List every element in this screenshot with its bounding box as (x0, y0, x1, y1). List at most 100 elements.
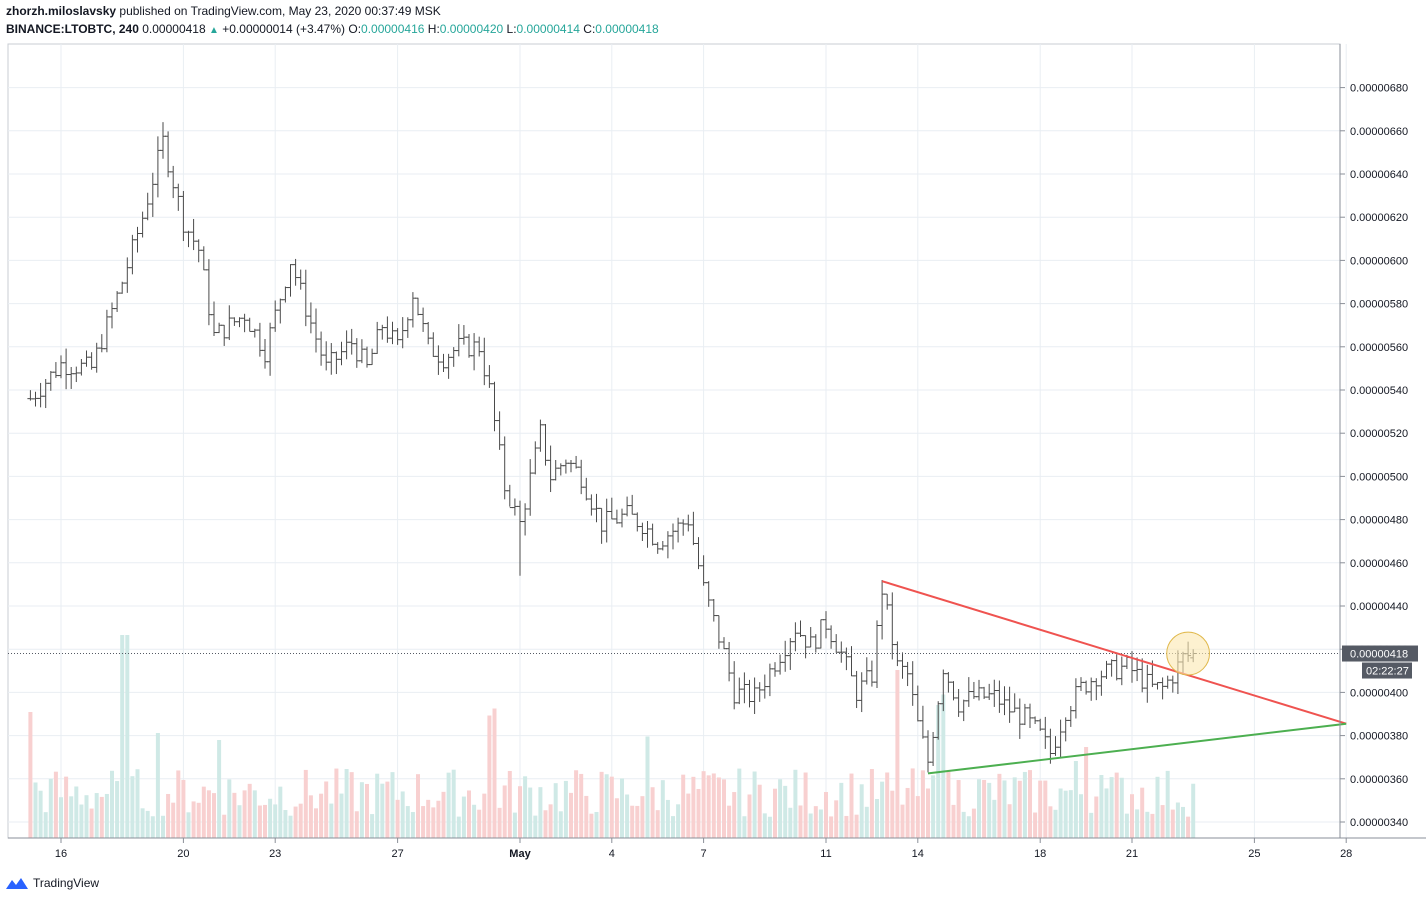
y-tick-label[interactable]: 0.00000360 (1350, 774, 1408, 786)
volume-bar (844, 815, 849, 838)
volume-bar (196, 802, 201, 838)
volume-bar (961, 811, 966, 838)
volume-bar (548, 804, 553, 838)
current-price-badge[interactable] (1342, 645, 1418, 662)
volume-bar (533, 815, 538, 838)
x-tick-label[interactable]: 7 (701, 848, 707, 860)
resistance-trendline[interactable] (881, 580, 1347, 725)
x-tick-label[interactable]: 21 (1126, 848, 1138, 860)
x-tick-label[interactable]: 4 (609, 848, 615, 860)
y-tick-label[interactable]: 0.00000680 (1350, 83, 1408, 95)
symbol-legend: BINANCE:LTOBTC, 240 0.00000418 ▲ +0.0000… (6, 22, 659, 36)
x-tick-label[interactable]: 16 (55, 848, 67, 860)
volume-bar (1109, 777, 1114, 838)
volume-bar (477, 809, 482, 838)
low-value: 0.00000414 (516, 22, 580, 36)
volume-bar (482, 793, 487, 838)
volume-bar (665, 799, 670, 838)
y-tick-label[interactable]: 0.00000560 (1350, 342, 1408, 354)
volume-bar (431, 807, 436, 838)
volume-bar (140, 808, 145, 838)
volume-bar (926, 788, 930, 838)
volume-bar (824, 792, 828, 838)
y-tick-label[interactable]: 0.00000460 (1350, 558, 1408, 570)
volume-bar (869, 769, 874, 838)
y-tick-label[interactable]: 0.00000500 (1350, 471, 1408, 483)
volume-bar (905, 787, 910, 838)
axes[interactable]: 0.00000340 0.00000360 0.00000380 0.00000400… (8, 44, 1426, 860)
volume-bar (59, 797, 63, 838)
ohlc-bars[interactable] (27, 122, 1197, 773)
y-tick-label[interactable]: 0.00000640 (1350, 169, 1408, 181)
volume-bar (1150, 813, 1155, 838)
y-tick-label[interactable]: 0.00000660 (1350, 126, 1408, 138)
volume-bar (222, 814, 227, 838)
y-tick-label[interactable]: 0.00000620 (1350, 212, 1408, 224)
volume-bar (339, 793, 344, 838)
x-tick-label[interactable]: 18 (1034, 848, 1046, 860)
last-price: 0.00000418 (142, 22, 206, 36)
volume-bar (711, 773, 716, 838)
volume-bar (890, 790, 895, 838)
support-trendline[interactable] (927, 722, 1347, 775)
volume-bar (176, 770, 181, 838)
volume-bar (625, 794, 630, 838)
x-tick-label[interactable]: 25 (1248, 848, 1260, 860)
y-tick-label[interactable]: 0.00000540 (1350, 385, 1408, 397)
volume-bar (569, 792, 573, 838)
volume-bar (594, 811, 599, 838)
volume-bar (33, 782, 38, 838)
volume-bar (497, 807, 502, 838)
x-tick-label[interactable]: 23 (269, 848, 281, 860)
volume-bar (528, 787, 533, 838)
y-tick-label[interactable]: 0.00000600 (1350, 255, 1408, 267)
volume-bar (1079, 794, 1083, 838)
volume-bar (997, 773, 1002, 838)
x-tick-label[interactable]: 11 (820, 848, 831, 860)
y-tick-label[interactable]: 0.00000520 (1350, 428, 1408, 440)
volume-bar (1053, 809, 1058, 838)
x-tick-label[interactable]: 28 (1340, 848, 1352, 860)
y-tick-label[interactable]: 0.00000580 (1350, 299, 1408, 311)
x-tick-label[interactable]: 20 (177, 848, 189, 860)
volume-bar (232, 792, 237, 838)
volume-bar (681, 774, 686, 838)
volume-bar (1160, 805, 1165, 838)
volume-bar (915, 796, 920, 838)
volume-bar (1145, 811, 1150, 838)
volume-bar (895, 670, 900, 838)
highlight-circle[interactable] (1166, 631, 1211, 676)
volume-bar (558, 811, 563, 838)
volume-bar (732, 792, 737, 838)
volume-bar (1012, 777, 1017, 838)
volume-bar (538, 787, 543, 838)
plot-area (7, 43, 1341, 839)
volume-bar (48, 778, 53, 838)
y-tick-label[interactable]: 0.00000380 (1350, 731, 1408, 743)
x-tick-label[interactable]: 14 (912, 848, 924, 860)
volume-bar (390, 772, 395, 838)
y-tick-label[interactable]: 0.00000340 (1350, 817, 1408, 829)
author-name[interactable]: zhorzh.miloslavsky (6, 4, 117, 18)
volume-bar (1114, 772, 1119, 838)
volume-bar (941, 694, 946, 838)
drawings[interactable] (8, 580, 1347, 775)
volume-bar (400, 791, 405, 838)
volume-bar (737, 768, 742, 838)
volume-bar (880, 781, 885, 838)
volume-bar (946, 771, 951, 838)
volume-bar (1058, 788, 1063, 838)
x-tick-label[interactable]: 27 (391, 848, 403, 860)
y-tick-label[interactable]: 0.00000480 (1350, 515, 1408, 527)
volume-bar (609, 776, 614, 838)
volume-bar (298, 803, 303, 838)
volume-bar (1135, 809, 1140, 838)
y-tick-label[interactable]: 0.00000400 (1350, 687, 1408, 699)
volume-bar (181, 779, 186, 838)
y-tick-label[interactable]: 0.00000440 (1350, 601, 1408, 613)
x-tick-label[interactable]: May (509, 848, 531, 860)
tradingview-footer[interactable]: TradingView (6, 876, 99, 890)
symbol-label[interactable]: BINANCE:LTOBTC, 240 (6, 22, 139, 36)
volume-bar (110, 770, 114, 838)
